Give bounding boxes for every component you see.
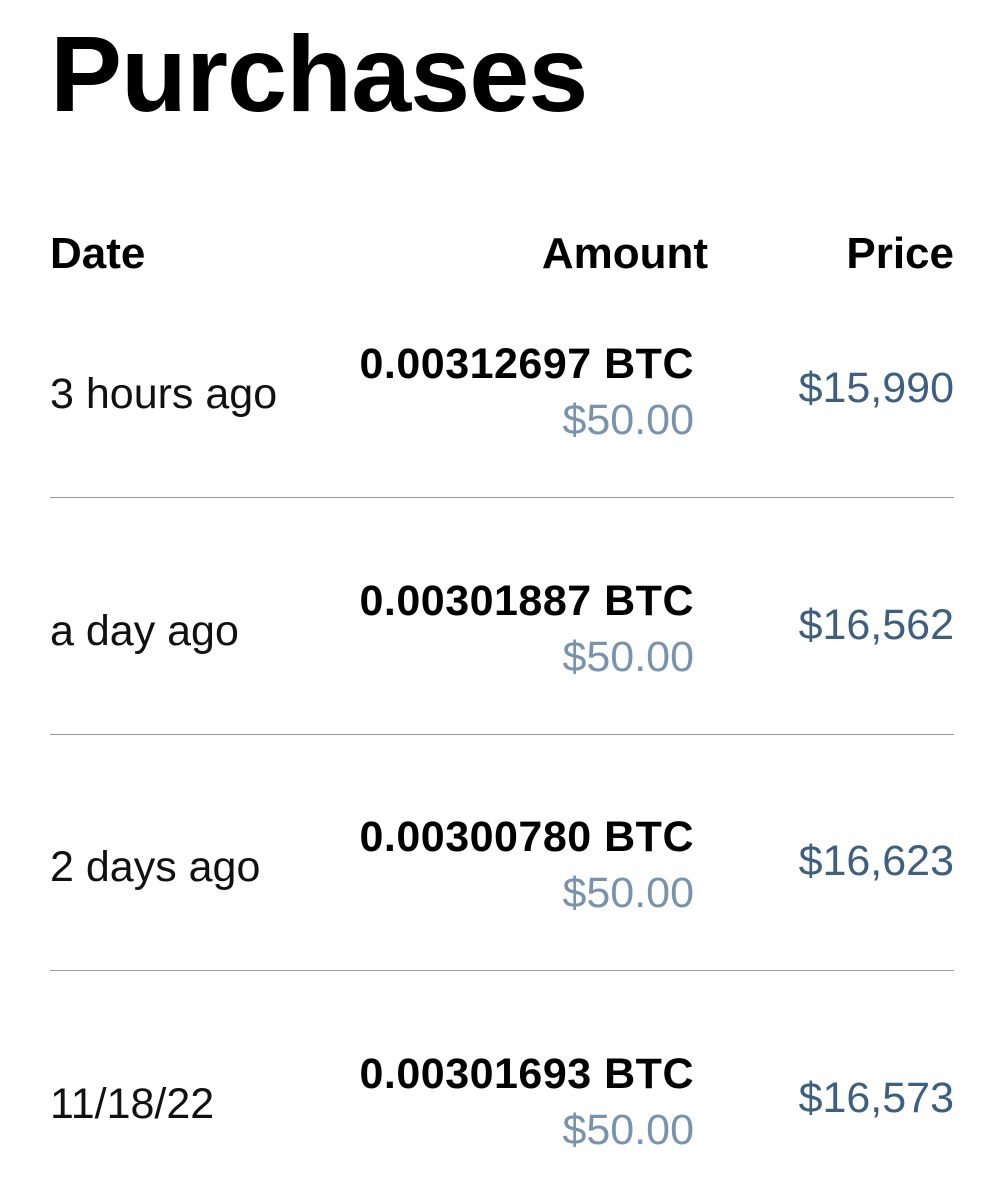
- purchase-amount: 0.00300780 BTC $50.00: [360, 809, 695, 921]
- purchase-price: $16,623: [798, 837, 954, 885]
- purchase-date: 3 hours ago: [50, 370, 278, 418]
- purchase-amount: 0.00312697 BTC $50.00: [360, 336, 695, 448]
- amount-btc: 0.00312697 BTC: [359, 340, 694, 388]
- table-row[interactable]: 11/18/22 0.00301693 BTC $50.00 $16,573: [50, 1032, 954, 1182]
- amount-btc: 0.00301693 BTC: [359, 1050, 694, 1098]
- amount-usd: $50.00: [562, 1106, 694, 1154]
- column-header-amount: Amount: [541, 229, 708, 278]
- table-header: Date Amount Price: [50, 226, 954, 282]
- amount-btc: 0.00300780 BTC: [359, 813, 694, 861]
- amount-usd: $50.00: [562, 869, 694, 917]
- row-divider: [50, 970, 954, 971]
- table-row[interactable]: 2 days ago 0.00300780 BTC $50.00 $16,623: [50, 795, 954, 945]
- purchase-date: 11/18/22: [50, 1080, 215, 1128]
- column-header-price: Price: [846, 229, 954, 278]
- row-divider: [50, 497, 954, 498]
- purchase-price: $16,562: [798, 601, 954, 649]
- table-row[interactable]: a day ago 0.00301887 BTC $50.00 $16,562: [50, 559, 954, 709]
- purchase-date: a day ago: [50, 607, 239, 655]
- table-row[interactable]: 3 hours ago 0.00312697 BTC $50.00 $15,99…: [50, 322, 954, 472]
- column-header-date: Date: [50, 229, 146, 278]
- purchase-amount: 0.00301693 BTC $50.00: [360, 1046, 695, 1158]
- purchase-price: $16,573: [798, 1074, 954, 1122]
- amount-btc: 0.00301887 BTC: [359, 577, 694, 625]
- amount-usd: $50.00: [562, 633, 694, 681]
- row-divider: [50, 734, 954, 735]
- amount-usd: $50.00: [562, 396, 694, 444]
- purchase-amount: 0.00301887 BTC $50.00: [360, 573, 695, 685]
- purchase-price: $15,990: [798, 364, 954, 412]
- purchase-date: 2 days ago: [50, 843, 261, 891]
- page-title: Purchases: [50, 13, 588, 134]
